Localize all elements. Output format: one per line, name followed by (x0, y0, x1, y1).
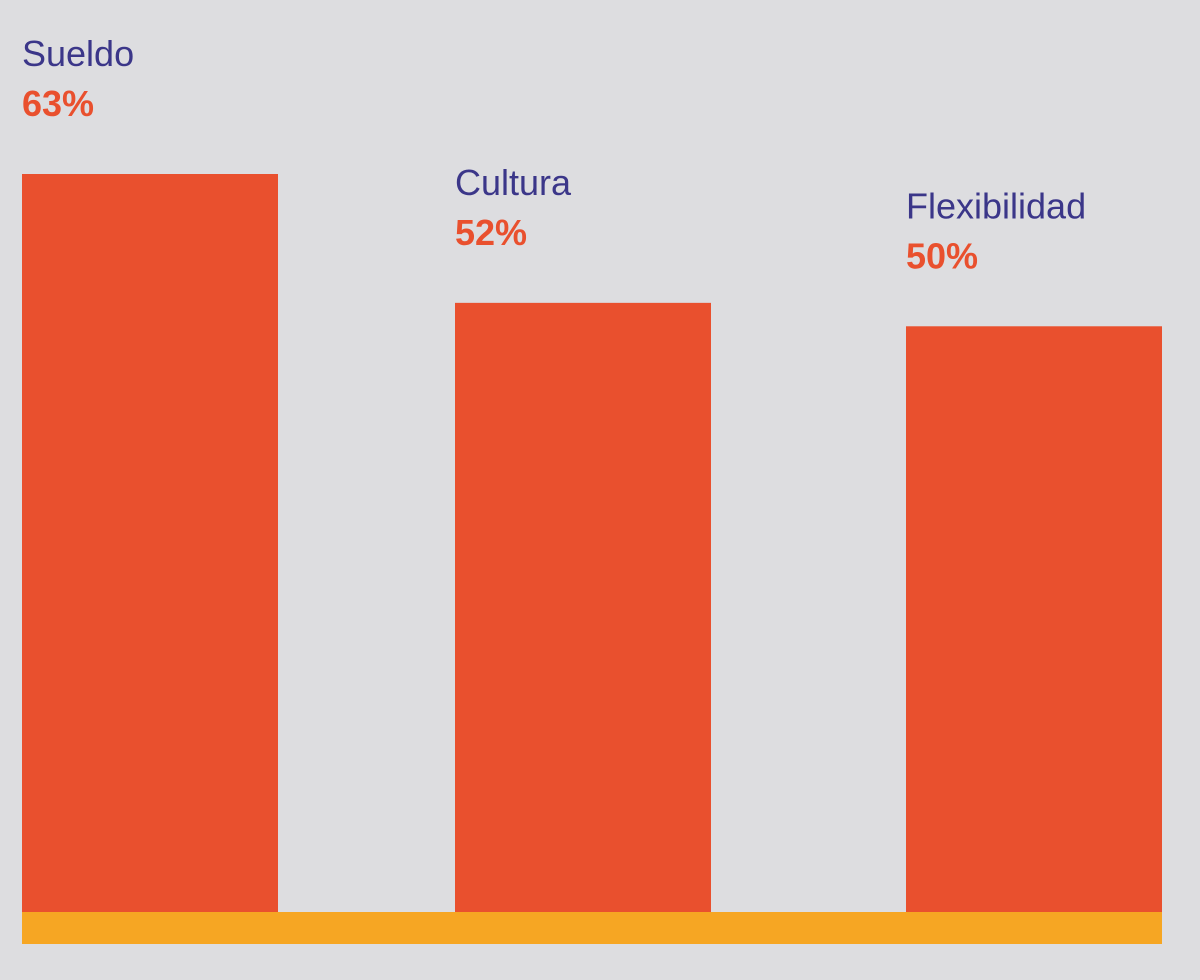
value-label: 50% (906, 235, 978, 276)
category-label: Flexibilidad (906, 185, 1086, 226)
labels-layer: Sueldo 63% Cultura 52% Flexibilidad 50% (22, 33, 1086, 276)
category-label: Sueldo (22, 33, 134, 74)
bar-cultura (455, 302, 711, 912)
value-label: 52% (455, 212, 527, 253)
category-label: Cultura (455, 162, 572, 203)
bar-sueldo (22, 174, 278, 912)
bar-flexibilidad (906, 326, 1162, 912)
value-label: 63% (22, 83, 94, 124)
bars-layer (22, 174, 1162, 912)
baseline-bar (22, 912, 1162, 944)
